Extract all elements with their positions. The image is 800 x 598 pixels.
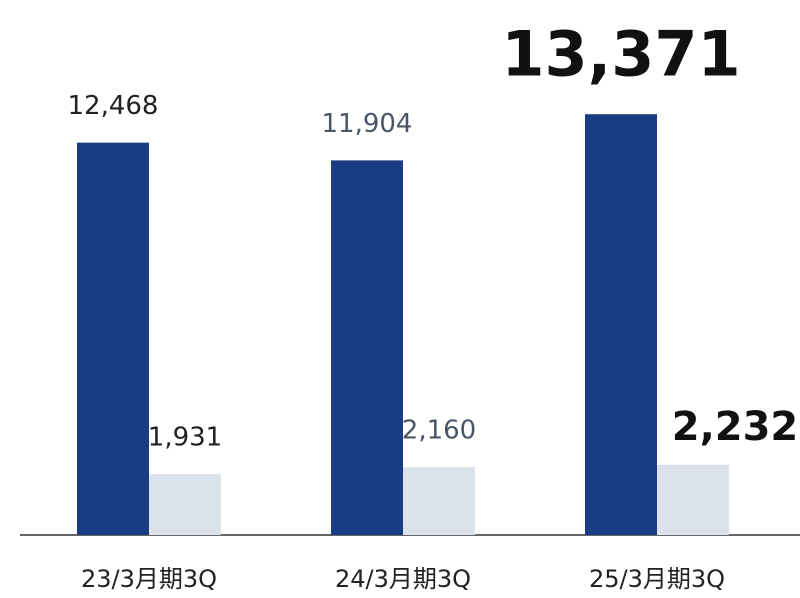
x-tick-label: 24/3月期3Q — [335, 565, 471, 593]
data-label: 11,904 — [322, 109, 413, 139]
data-label: 12,468 — [68, 91, 159, 121]
data-label: 1,931 — [148, 423, 222, 453]
bar — [403, 467, 475, 535]
data-label: 13,371 — [501, 18, 740, 91]
bar — [77, 142, 149, 536]
bar — [657, 464, 729, 535]
x-tick-label: 25/3月期3Q — [589, 565, 725, 593]
bar — [149, 474, 221, 535]
bar — [585, 114, 657, 536]
data-label: 2,232 — [672, 404, 799, 450]
data-label: 2,160 — [402, 416, 476, 446]
x-tick-label: 23/3月期3Q — [81, 565, 217, 593]
bar — [331, 160, 403, 535]
